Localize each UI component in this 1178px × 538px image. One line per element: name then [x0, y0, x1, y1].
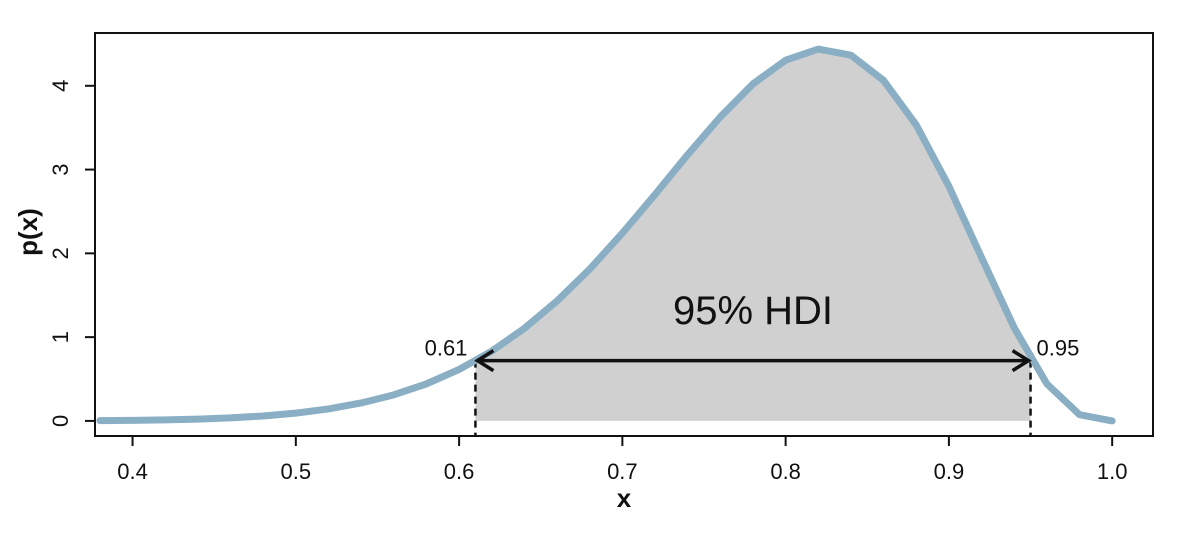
arrow-head — [1011, 349, 1032, 373]
x-tick-label: 1.0 — [1097, 459, 1128, 484]
arrow-head — [474, 349, 495, 373]
x-tick-label: 0.8 — [770, 459, 801, 484]
x-tick-label: 0.7 — [607, 459, 638, 484]
hdi-upper-label: 0.95 — [1037, 335, 1080, 360]
y-axis-title: p(x) — [13, 208, 43, 256]
y-tick-label: 3 — [48, 163, 73, 175]
hdi-lower-label: 0.61 — [425, 335, 468, 360]
density-line — [96, 45, 1116, 425]
plot-frame — [94, 32, 1154, 437]
annotation: 95% HDI — [673, 289, 833, 333]
hdi-area — [475, 49, 1031, 421]
x-tick-label: 0.4 — [117, 459, 148, 484]
y-tick-label: 0 — [48, 415, 73, 427]
x-tick-label: 0.9 — [934, 459, 965, 484]
x-tick-label: 0.5 — [281, 459, 312, 484]
y-tick-label: 4 — [48, 80, 73, 92]
x-axis-title: x — [617, 483, 632, 513]
x-tick-label: 0.6 — [444, 459, 475, 484]
y-tick-label: 2 — [48, 247, 73, 259]
y-tick-label: 1 — [48, 331, 73, 343]
